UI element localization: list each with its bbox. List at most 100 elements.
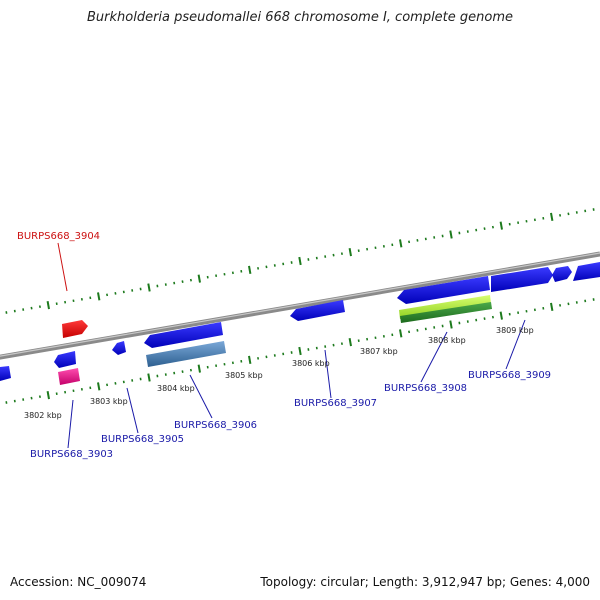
- upper-minor-tick: [189, 278, 192, 282]
- upper-major-tick: [348, 248, 352, 257]
- lower-major-tick: [449, 320, 453, 329]
- lower-minor-tick: [189, 368, 192, 372]
- genome-backbone: [0, 251, 600, 360]
- upper-minor-tick: [30, 306, 33, 310]
- lower-minor-tick: [114, 382, 117, 385]
- lower-major-tick: [499, 311, 503, 320]
- upper-minor-tick: [181, 280, 184, 283]
- gene-burps668-3907-shape[interactable]: [290, 300, 345, 321]
- leader-line-3904: [57, 242, 68, 292]
- lower-tick-row: [5, 298, 595, 404]
- lower-minor-tick: [416, 329, 419, 332]
- gene-labels: BURPS668_3904 BURPS668_3903 BURPS668_390…: [17, 231, 551, 460]
- lower-major-tick: [298, 346, 302, 356]
- upper-minor-tick: [559, 214, 562, 217]
- gene-label-burps668-3907[interactable]: BURPS668_3907: [294, 398, 377, 409]
- upper-major-tick: [298, 256, 302, 266]
- upper-major-tick: [197, 274, 201, 283]
- tick-label-3806: 3806 kbp: [292, 359, 330, 368]
- upper-major-tick: [550, 212, 554, 221]
- lower-minor-tick: [408, 330, 411, 334]
- gene-left-edge-shape[interactable]: [0, 366, 11, 381]
- lower-major-tick: [248, 355, 252, 364]
- gene-burps668-3908-darkgreen-shape[interactable]: [400, 302, 492, 323]
- leader-line-3909: [505, 319, 526, 370]
- upper-minor-tick: [483, 227, 486, 230]
- leader-line-3908: [420, 331, 448, 383]
- upper-minor-tick: [265, 265, 268, 269]
- tick-label-3802: 3802 kbp: [24, 411, 62, 420]
- tick-label-3809: 3809 kbp: [496, 326, 534, 335]
- lower-major-tick: [97, 382, 101, 391]
- gene-label-burps668-3908[interactable]: BURPS668_3908: [384, 383, 467, 394]
- upper-minor-tick: [491, 225, 494, 229]
- lower-minor-tick: [559, 304, 562, 307]
- tick-label-3803: 3803 kbp: [90, 397, 128, 406]
- lower-minor-tick: [106, 383, 109, 387]
- tick-label-3808: 3808 kbp: [428, 336, 466, 345]
- gene-burps668-3909-shape[interactable]: [491, 267, 553, 292]
- upper-minor-tick: [567, 212, 570, 216]
- tick-label-3807: 3807 kbp: [360, 347, 398, 356]
- gene-label-burps668-3903[interactable]: BURPS668_3903: [30, 449, 113, 460]
- upper-major-tick: [399, 239, 403, 248]
- upper-minor-tick: [38, 305, 41, 308]
- tick-label-3804: 3804 kbp: [157, 384, 195, 393]
- gene-label-burps668-3905[interactable]: BURPS668_3905: [101, 434, 184, 445]
- gene-burps668-3903-upper-shape[interactable]: [54, 351, 76, 368]
- gene-burps668-3905-shape[interactable]: [112, 341, 126, 355]
- map-title: Burkholderia pseudomallei 668 chromosome…: [86, 10, 514, 25]
- upper-minor-tick: [408, 240, 411, 244]
- gene-burps668-3903-lower-shape[interactable]: [58, 368, 80, 385]
- leader-line-3905: [126, 387, 139, 434]
- leader-line-3907: [324, 349, 332, 399]
- upper-major-tick: [147, 283, 151, 292]
- leader-line-3903: [67, 399, 74, 449]
- lower-major-tick: [46, 391, 50, 400]
- leader-lines: [57, 242, 526, 449]
- upper-major-tick: [46, 301, 50, 310]
- upper-minor-tick: [332, 253, 335, 257]
- gene-burps668-3904-shape[interactable]: [62, 320, 88, 338]
- lower-minor-tick: [181, 370, 184, 373]
- lower-major-tick: [197, 364, 201, 373]
- lower-major-tick: [399, 329, 403, 338]
- lower-minor-tick: [332, 343, 335, 347]
- upper-major-tick: [499, 221, 503, 230]
- tick-labels: 3802 kbp 3803 kbp 3804 kbp 3805 kbp 3806…: [24, 326, 534, 420]
- gene-burps668-3906-lower-shape[interactable]: [146, 341, 226, 367]
- gene-forward-right-2-shape[interactable]: [573, 262, 600, 281]
- lower-minor-tick: [567, 302, 570, 306]
- upper-minor-tick: [257, 267, 260, 270]
- lower-major-tick: [147, 373, 151, 382]
- gene-forward-right-1-shape[interactable]: [552, 266, 572, 282]
- lower-major-tick: [348, 338, 352, 347]
- lower-minor-tick: [340, 342, 343, 345]
- topology-text: Topology: circular; Length: 3,912,947 bp…: [260, 575, 590, 589]
- lower-minor-tick: [38, 395, 41, 398]
- lower-minor-tick: [483, 317, 486, 320]
- tick-label-3805: 3805 kbp: [225, 371, 263, 380]
- gene-burps668-3906-upper-shape[interactable]: [144, 322, 223, 348]
- lower-minor-tick: [491, 315, 494, 319]
- lower-minor-tick: [265, 355, 268, 359]
- upper-major-tick: [449, 230, 453, 239]
- upper-major-tick: [97, 292, 101, 301]
- leader-line-3906: [189, 374, 213, 419]
- genome-backbone-highlight: [0, 252, 600, 357]
- gene-label-burps668-3909[interactable]: BURPS668_3909: [468, 370, 551, 381]
- upper-minor-tick: [106, 293, 109, 297]
- lower-major-tick: [550, 302, 554, 311]
- gene-label-burps668-3906[interactable]: BURPS668_3906: [174, 420, 257, 431]
- upper-minor-tick: [340, 252, 343, 255]
- upper-tick-row: [5, 208, 595, 314]
- lower-minor-tick: [30, 396, 33, 400]
- lower-minor-tick: [257, 357, 260, 360]
- upper-minor-tick: [114, 292, 117, 295]
- upper-major-tick: [248, 265, 252, 274]
- accession-text: Accession: NC_009074: [10, 575, 147, 589]
- gene-burps668-3908-upper-shape[interactable]: [397, 276, 490, 304]
- gene-label-burps668-3904[interactable]: BURPS668_3904: [17, 231, 100, 242]
- upper-minor-tick: [416, 239, 419, 242]
